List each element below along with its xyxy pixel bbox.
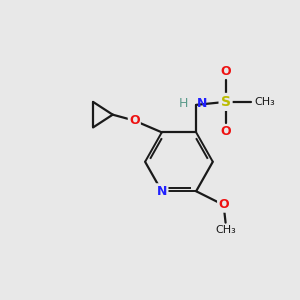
Text: H: H (179, 98, 188, 110)
Text: O: O (220, 125, 231, 139)
Text: N: N (197, 98, 208, 110)
Text: O: O (220, 65, 231, 78)
Text: N: N (157, 185, 167, 198)
Text: CH₃: CH₃ (215, 225, 236, 235)
Text: O: O (218, 199, 229, 212)
Text: CH₃: CH₃ (254, 97, 275, 107)
Text: S: S (220, 95, 231, 109)
Text: O: O (129, 114, 140, 127)
